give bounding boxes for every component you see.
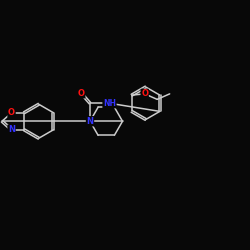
Text: NH: NH: [103, 99, 116, 108]
Text: O: O: [8, 108, 15, 117]
Text: N: N: [8, 125, 15, 134]
Text: O: O: [141, 90, 148, 98]
Text: O: O: [78, 89, 85, 98]
Text: N: N: [86, 117, 94, 126]
